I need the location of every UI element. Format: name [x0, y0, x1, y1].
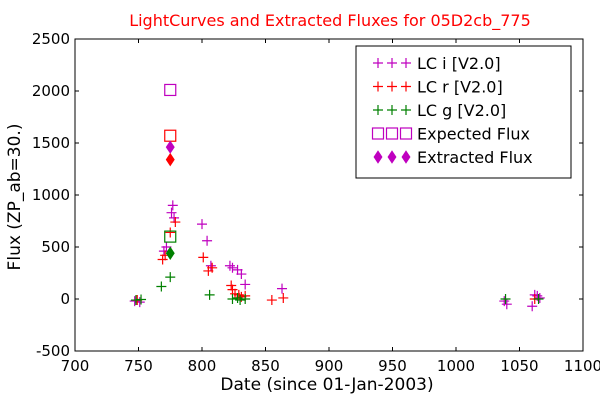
- legend-label: LC i [V2.0]: [417, 54, 501, 73]
- y-tick-label: 2000: [32, 82, 70, 100]
- y-axis-label: Flux (ZP_ab=30.): [5, 124, 25, 271]
- data-point: [170, 217, 181, 228]
- data-point: [164, 230, 177, 243]
- data-point: [202, 235, 213, 246]
- x-tick-label: 1050: [500, 357, 538, 375]
- data-point: [232, 292, 243, 303]
- y-tick-label: 2500: [32, 30, 70, 48]
- legend-label: Extracted Flux: [417, 148, 533, 167]
- data-point: [205, 260, 216, 271]
- y-tick-label: 0: [60, 290, 70, 308]
- plot-area: [129, 83, 545, 312]
- data-point: [204, 289, 215, 300]
- series-0: [129, 200, 545, 312]
- legend-marker: [387, 150, 397, 164]
- data-point: [169, 212, 180, 223]
- data-point: [165, 140, 175, 154]
- x-axis-label: Date (since 01-Jan-2003): [220, 375, 433, 395]
- axes: 700 750 800 850 900 950 1000 1050 1100 -500 0 500 10…: [32, 30, 600, 375]
- data-point: [278, 292, 289, 303]
- data-point: [207, 262, 218, 273]
- data-point: [533, 294, 544, 304]
- y-tick-label: 1000: [32, 186, 70, 204]
- y-tick-label: 1500: [32, 134, 70, 152]
- data-point: [240, 279, 251, 290]
- data-point: [165, 272, 176, 283]
- series-4: [165, 140, 175, 260]
- data-point: [157, 254, 168, 265]
- data-point: [277, 283, 288, 294]
- x-tick-label: 900: [315, 357, 344, 375]
- legend-marker: [401, 81, 411, 92]
- legend-label: LC g [V2.0]: [417, 101, 506, 120]
- chart-title: LightCurves and Extracted Fluxes for 05D…: [129, 11, 531, 31]
- data-point: [235, 295, 246, 306]
- legend-marker: [401, 58, 411, 68]
- y-tick-label: -500: [36, 342, 70, 360]
- data-point: [240, 294, 251, 304]
- legend-marker: [387, 105, 397, 115]
- data-point: [227, 294, 238, 304]
- y-tick-label: 500: [41, 238, 70, 256]
- legend-marker: [373, 58, 383, 68]
- legend-entry: Expected Flux: [371, 125, 530, 144]
- data-point: [136, 294, 147, 305]
- legend-marker: [387, 81, 397, 92]
- legend-entry: Extracted Flux: [373, 148, 533, 167]
- legend: LC i [V2.0] LC r [V2.0] LC g [V2.0] Expecte…: [355, 45, 572, 179]
- legend-entry: LC i [V2.0]: [373, 54, 501, 73]
- data-point: [129, 296, 140, 307]
- legend-marker: [401, 105, 411, 115]
- data-point: [226, 280, 237, 291]
- legend-marker: [371, 127, 385, 140]
- data-point: [227, 284, 238, 295]
- data-point: [165, 246, 175, 260]
- data-point: [236, 269, 247, 280]
- legend-marker: [399, 127, 413, 140]
- x-tick-label: 800: [188, 357, 217, 375]
- data-point: [197, 219, 207, 230]
- data-point: [164, 83, 177, 97]
- data-point: [198, 252, 209, 263]
- data-point: [266, 295, 277, 306]
- data-point: [224, 260, 235, 271]
- data-point: [227, 262, 238, 273]
- data-point: [166, 207, 177, 218]
- legend-marker: [373, 81, 383, 92]
- x-tick-label: 1000: [437, 357, 475, 375]
- legend-marker: [373, 150, 383, 164]
- legend-entry: LC g [V2.0]: [373, 101, 506, 120]
- data-point: [501, 299, 512, 310]
- series-3: [164, 83, 177, 243]
- data-point: [161, 242, 172, 252]
- series-1: [132, 217, 540, 306]
- data-point: [534, 292, 545, 303]
- data-point: [165, 152, 175, 167]
- legend-marker: [401, 150, 411, 164]
- data-point: [527, 301, 538, 312]
- legend-marker: [387, 58, 397, 68]
- x-tick-label: 1100: [564, 357, 600, 375]
- legend-marker: [373, 105, 383, 115]
- legend-marker: [385, 127, 399, 140]
- legend-entry: LC r [V2.0]: [373, 78, 503, 97]
- series-2: [130, 272, 544, 306]
- x-tick-label: 850: [251, 357, 280, 375]
- legend-label: Expected Flux: [417, 125, 530, 144]
- data-point: [167, 200, 178, 211]
- x-tick-label: 700: [61, 357, 90, 375]
- data-point: [500, 294, 511, 304]
- legend-label: LC r [V2.0]: [417, 78, 503, 97]
- data-point: [156, 281, 167, 292]
- data-point: [164, 129, 177, 142]
- x-tick-label: 750: [124, 357, 153, 375]
- x-tick-label: 950: [378, 357, 407, 375]
- data-point: [165, 227, 176, 238]
